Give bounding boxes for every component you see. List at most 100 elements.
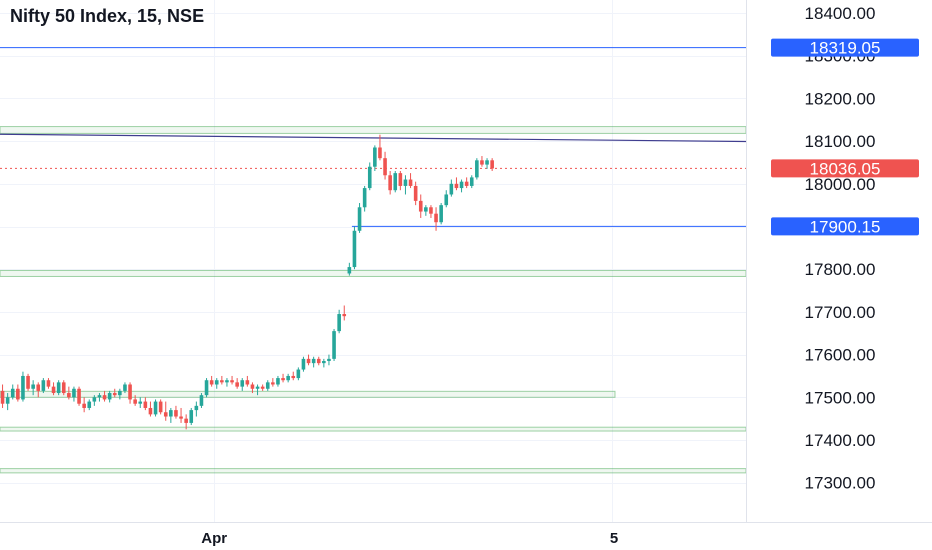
candle <box>36 382 41 398</box>
candle <box>97 393 102 402</box>
candle-body <box>133 399 137 404</box>
candle-body <box>260 386 265 389</box>
candle-body <box>347 267 352 274</box>
price-marker: 18036.05 <box>771 159 919 178</box>
candle <box>311 356 316 368</box>
candle-body <box>209 380 214 385</box>
candle <box>271 378 275 387</box>
candle-body <box>276 378 280 385</box>
candle <box>475 158 479 180</box>
candle <box>398 170 403 191</box>
candle-body <box>464 181 469 186</box>
candle <box>194 401 199 417</box>
candle-body <box>393 173 398 191</box>
candle-body <box>128 384 132 400</box>
candle <box>332 328 336 362</box>
candle-body <box>327 358 331 362</box>
candle <box>342 305 347 321</box>
price-tick-label: 17500.00 <box>805 388 876 407</box>
candle <box>424 205 428 216</box>
candle-body <box>424 207 428 212</box>
price-tick-label: 17600.00 <box>805 346 876 365</box>
candle <box>112 388 117 398</box>
candle-body <box>367 166 372 189</box>
candle <box>87 399 92 411</box>
candle <box>204 378 209 398</box>
candle-body <box>16 388 20 400</box>
candle-body <box>444 194 449 206</box>
candle <box>245 375 250 387</box>
candle <box>31 380 35 396</box>
candle <box>118 388 122 400</box>
candle-body <box>352 230 357 268</box>
candle <box>240 378 245 391</box>
candle-body <box>434 213 438 223</box>
candle <box>388 170 392 195</box>
candle-body <box>10 388 15 398</box>
candle-body <box>102 395 107 400</box>
candle <box>189 407 194 426</box>
candle-body <box>31 384 35 389</box>
zone-band <box>0 468 747 474</box>
candle-body <box>0 390 5 404</box>
candle-body <box>342 314 347 317</box>
candle <box>255 384 260 396</box>
candle <box>260 384 265 391</box>
candle-body <box>194 405 199 411</box>
candle-body <box>41 380 46 391</box>
candle <box>367 162 372 191</box>
candle-body <box>230 380 234 383</box>
candle <box>362 185 367 212</box>
candle-body <box>332 331 336 359</box>
candle <box>235 378 239 389</box>
price-marker-label: 18319.05 <box>810 39 881 58</box>
candle-body <box>36 384 41 391</box>
candle-body <box>179 416 183 419</box>
price-marker-box <box>771 159 919 178</box>
time-axis[interactable]: Apr 5 <box>201 530 618 547</box>
candle <box>16 384 20 402</box>
candle <box>169 407 173 423</box>
candle <box>439 203 443 225</box>
candle <box>449 179 454 197</box>
zone-band <box>0 269 747 277</box>
price-marker-label: 18036.05 <box>810 159 881 178</box>
candle <box>21 371 25 402</box>
candle <box>454 177 459 191</box>
candle-body <box>271 382 275 385</box>
candle-body <box>235 382 239 387</box>
candle-body <box>490 160 494 169</box>
candle-body <box>418 200 423 212</box>
candle <box>72 386 76 402</box>
candle <box>296 367 301 381</box>
candle-body <box>245 380 250 385</box>
price-marker: 17900.15 <box>771 217 919 236</box>
candle <box>128 382 132 404</box>
candle <box>322 358 326 368</box>
candle <box>184 414 188 430</box>
candle-body <box>46 380 51 387</box>
candle <box>5 393 10 411</box>
candle <box>459 179 464 193</box>
candle <box>10 384 15 400</box>
candle <box>250 382 255 394</box>
candle <box>434 207 438 231</box>
candle <box>174 405 178 419</box>
candle-body <box>148 407 153 415</box>
price-axis[interactable]: 18400.0018300.0018200.0018100.0018000.00… <box>805 4 876 493</box>
candle-body <box>158 401 163 413</box>
candle <box>347 262 352 276</box>
candle <box>82 397 86 413</box>
candle <box>408 173 413 189</box>
price-tick-label: 18400.00 <box>805 4 876 23</box>
candle-body <box>123 384 127 391</box>
candle <box>133 395 137 406</box>
candle-body <box>383 158 387 176</box>
candle <box>102 390 107 402</box>
candle-body <box>138 401 143 404</box>
candle <box>383 151 387 180</box>
candle-body <box>92 397 97 402</box>
candle-body <box>87 401 92 408</box>
trend-line <box>0 133 747 143</box>
